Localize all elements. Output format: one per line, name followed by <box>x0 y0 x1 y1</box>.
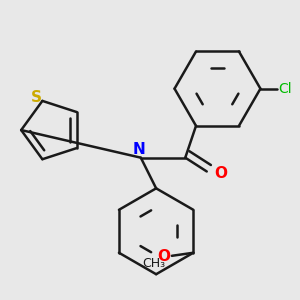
Text: O: O <box>214 167 227 182</box>
Text: O: O <box>157 249 170 264</box>
Text: S: S <box>31 90 42 105</box>
Text: CH₃: CH₃ <box>142 257 165 270</box>
Text: N: N <box>133 142 146 158</box>
Text: Cl: Cl <box>278 82 292 96</box>
